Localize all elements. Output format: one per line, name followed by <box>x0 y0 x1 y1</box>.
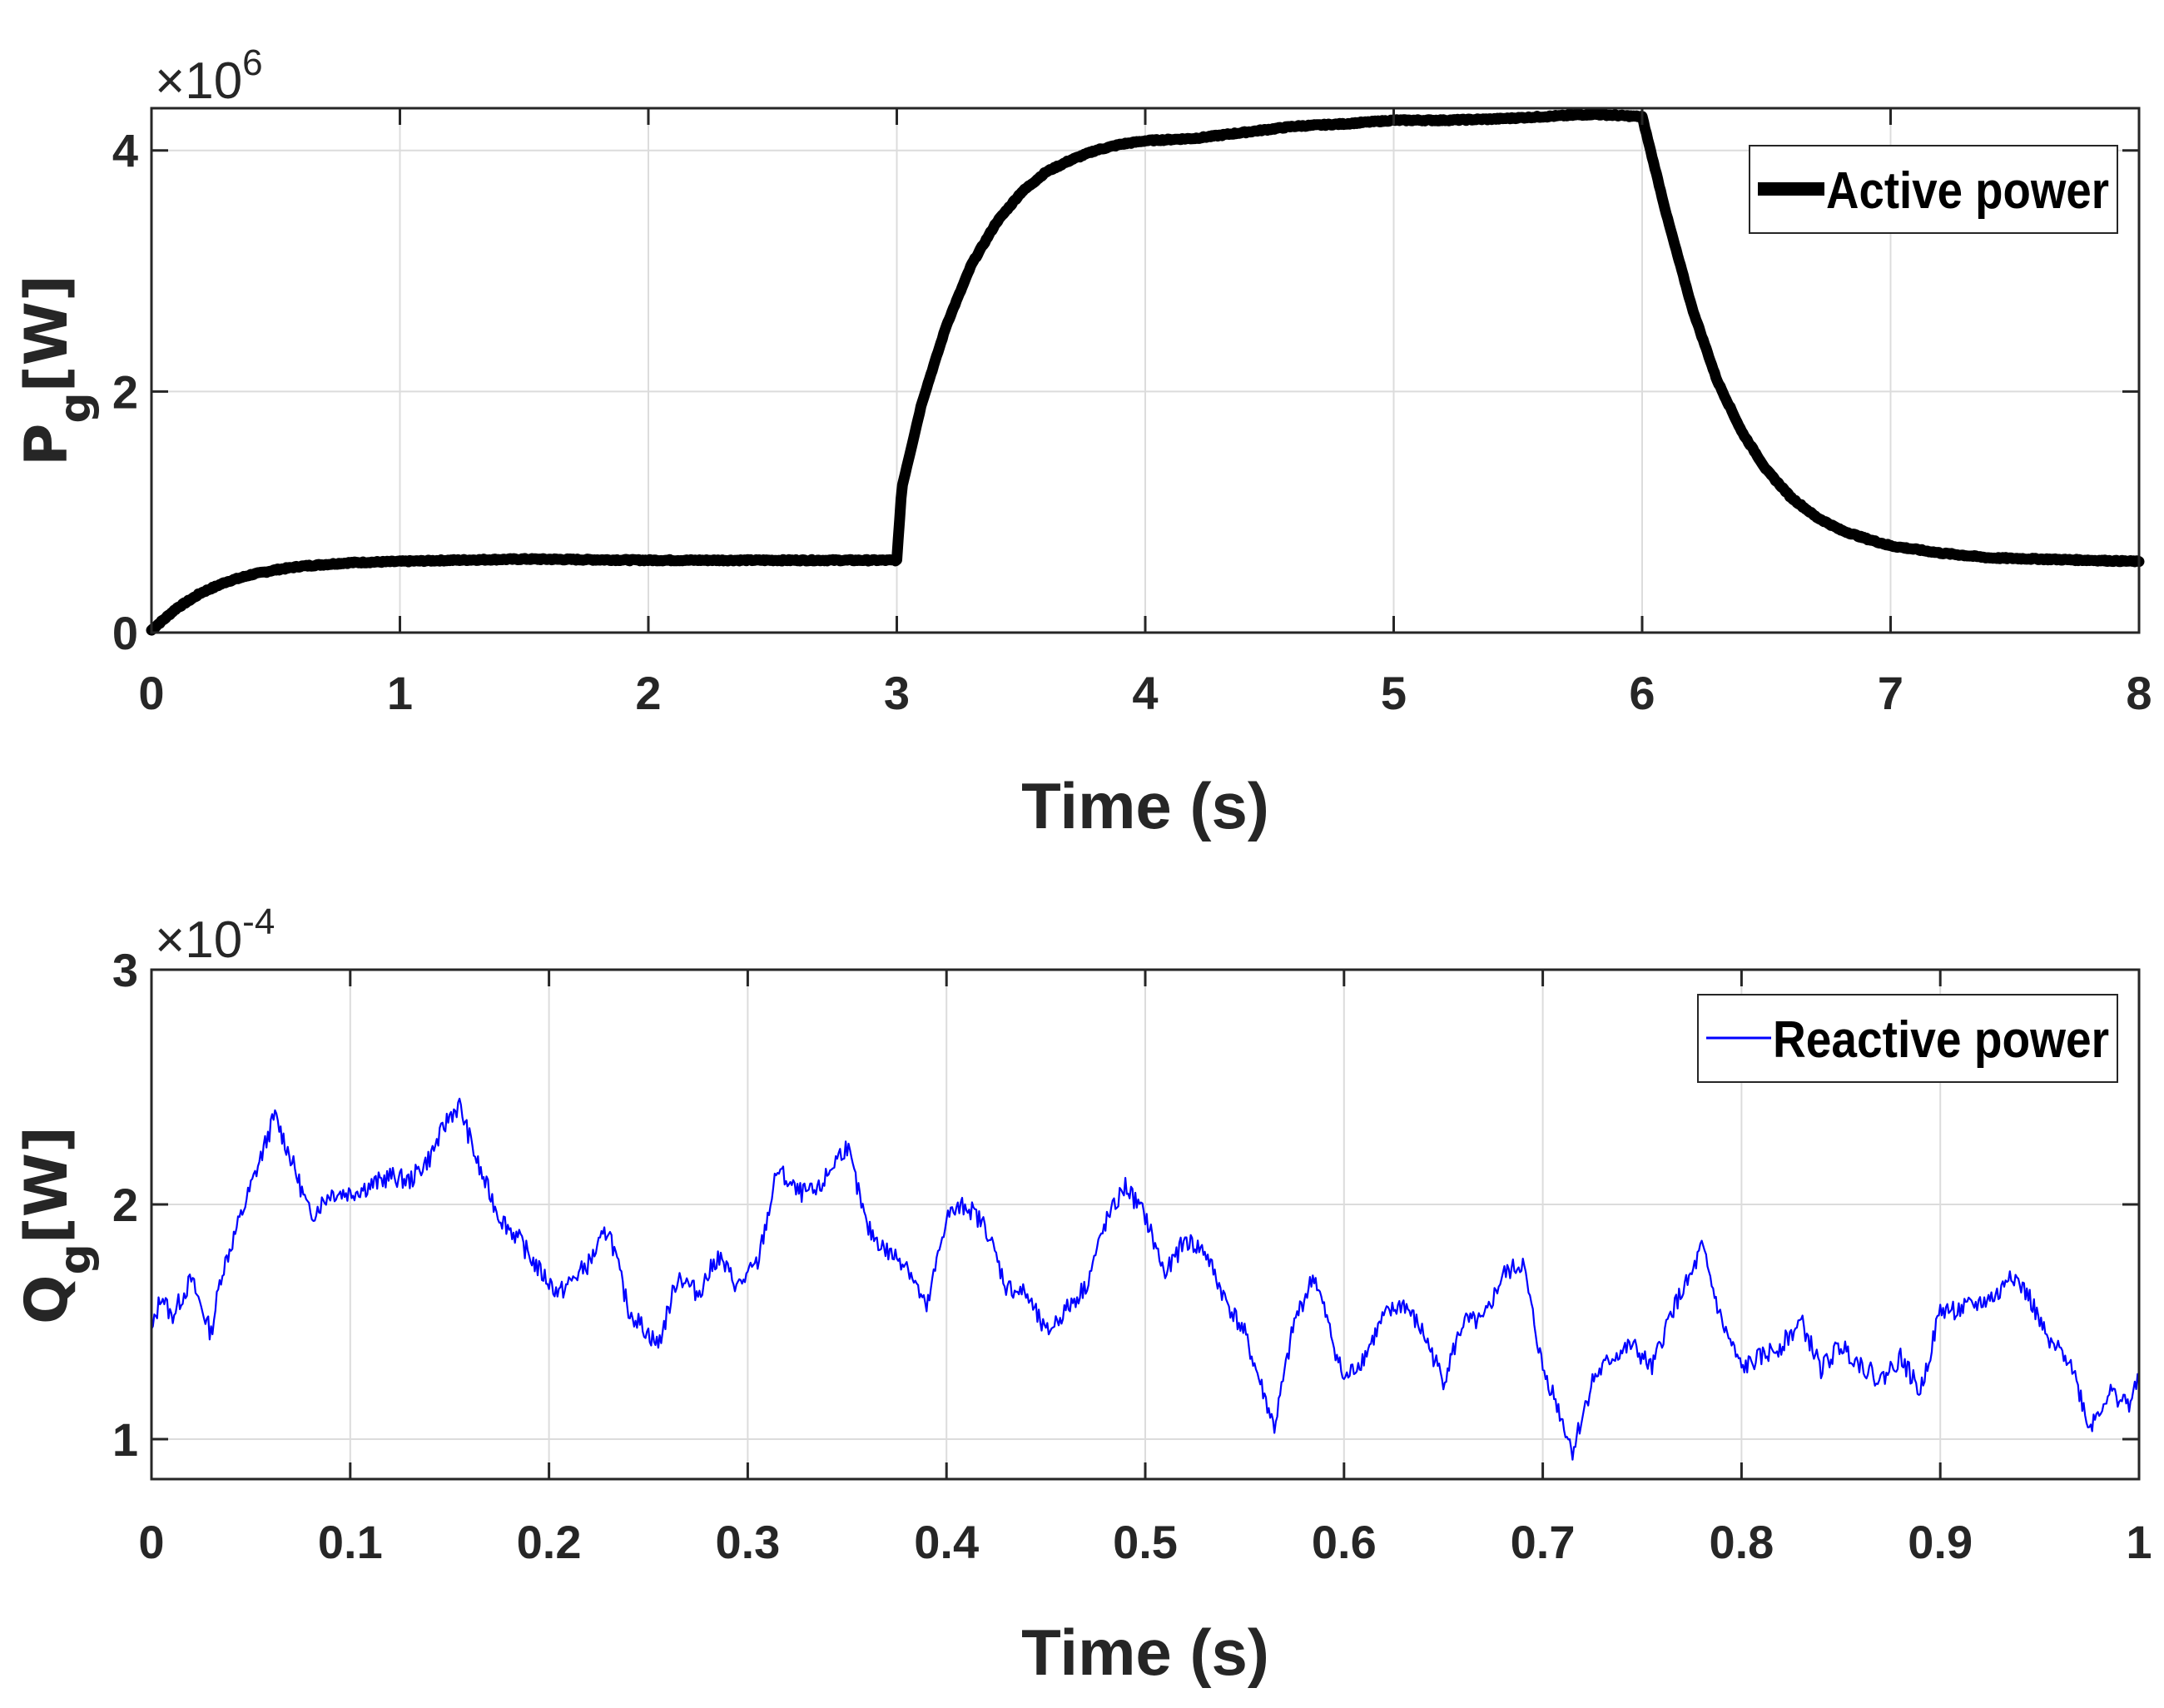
y-tick-label: 1 <box>112 1413 138 1466</box>
x-tick-label: 0 <box>138 1516 164 1568</box>
x-tick-label: 0.3 <box>715 1516 780 1568</box>
y-exponent: ×10-4 <box>155 901 275 969</box>
y-tick-label: 3 <box>112 944 138 996</box>
x-tick-label: 0.9 <box>1908 1516 1973 1568</box>
y-axis-subscript: g <box>51 392 101 423</box>
x-tick-label: 1 <box>2126 1516 2152 1568</box>
legend-label-active-power: Active power <box>1826 162 2109 220</box>
series-line-active-power <box>146 108 2145 636</box>
x-tick-label: 0.7 <box>1511 1516 1576 1568</box>
y-exponent-power: -4 <box>242 901 275 942</box>
x-tick-label: 3 <box>884 667 910 719</box>
x-tick-label: 8 <box>2126 667 2152 719</box>
x-tick-label: 4 <box>1132 667 1158 719</box>
x-axis-label: Time (s) <box>1021 1616 1269 1689</box>
y-exponent-base: ×10 <box>155 52 242 110</box>
series-group <box>146 108 2145 636</box>
x-tick-label: 1 <box>387 667 413 719</box>
y-tick-label: 2 <box>112 365 138 418</box>
x-tick-label: 0.6 <box>1312 1516 1377 1568</box>
y-tick-label: 4 <box>112 125 138 177</box>
x-tick-label: 6 <box>1629 667 1655 719</box>
grid <box>151 970 2139 1479</box>
reactive-power-plot: 0 0.1 0.2 0.3 0.4 0.5 0.6 0.7 0.8 0.9 1 1 2 3 Time (s… <box>12 901 2152 1689</box>
legend: Active power <box>1749 145 2118 234</box>
y-exponent-power: 6 <box>242 42 262 83</box>
tick-labels: 0 1 2 3 4 5 6 7 8 0 2 4 <box>112 108 2152 719</box>
x-tick-label: 0.8 <box>1709 1516 1774 1568</box>
y-axis-symbol: Q <box>12 1274 81 1324</box>
x-tick-label: 0.1 <box>318 1516 383 1568</box>
y-axis-label: Pg[W] <box>12 275 101 466</box>
x-tick-label: 0.4 <box>914 1516 979 1568</box>
y-axis-unit: [W] <box>12 1126 81 1244</box>
tick-labels: 0 0.1 0.2 0.3 0.4 0.5 0.6 0.7 0.8 0.9 1 1 2 3 <box>112 944 2152 1568</box>
y-tick-label: 0 <box>112 607 138 659</box>
x-tick-label: 5 <box>1381 667 1407 719</box>
y-exponent: ×106 <box>155 42 263 110</box>
x-tick-label: 2 <box>635 667 661 719</box>
series-group <box>150 1097 2141 1461</box>
x-axis-label: Time (s) <box>1021 769 1269 842</box>
legend: Reactive power <box>1697 994 2118 1083</box>
x-tick-label: 7 <box>1878 667 1903 719</box>
legend-label-reactive-power: Reactive power <box>1773 1011 2109 1069</box>
y-axis-subscript: g <box>51 1244 101 1274</box>
x-tick-label: 0 <box>138 667 164 719</box>
series-line-reactive-power <box>150 1097 2141 1461</box>
y-axis-unit: [W] <box>12 275 81 392</box>
y-tick-label: 2 <box>112 1179 138 1231</box>
y-axis-label: Qg[W] <box>12 1126 101 1324</box>
x-tick-label: 0.5 <box>1113 1516 1178 1568</box>
x-tick-label: 0.2 <box>517 1516 582 1568</box>
y-exponent-base: ×10 <box>155 911 242 969</box>
y-axis-symbol: P <box>12 424 81 466</box>
